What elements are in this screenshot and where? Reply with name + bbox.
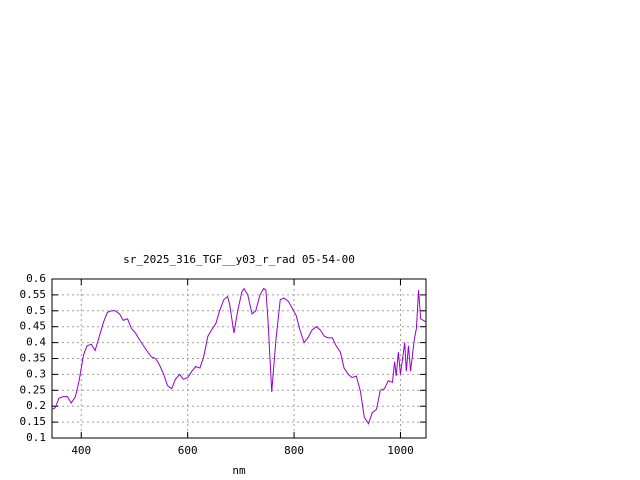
x-tick-label: 600 [178, 444, 198, 457]
chart-title: sr_2025_316_TGF__y03_r_rad 05-54-00 [123, 253, 355, 266]
y-tick-label: 0.15 [20, 415, 47, 428]
y-tick-label: 0.5 [26, 304, 46, 317]
data-line [51, 287, 427, 425]
y-tick-label: 0.55 [20, 288, 47, 301]
x-axis-label: nm [232, 464, 246, 477]
x-tick-label: 800 [284, 444, 304, 457]
x-tick-label: 400 [71, 444, 91, 457]
y-tick-label: 0.45 [20, 320, 47, 333]
y-tick-label: 0.4 [26, 336, 46, 349]
y-tick-label: 0.2 [26, 399, 46, 412]
y-tick-label: 0.6 [26, 272, 46, 285]
y-tick-label: 0.35 [20, 352, 47, 365]
y-tick-label: 0.1 [26, 431, 46, 444]
x-tick-label: 1000 [387, 444, 414, 457]
y-tick-label: 0.3 [26, 367, 46, 380]
plot-border [51, 278, 427, 439]
y-tick-label: 0.25 [20, 383, 47, 396]
